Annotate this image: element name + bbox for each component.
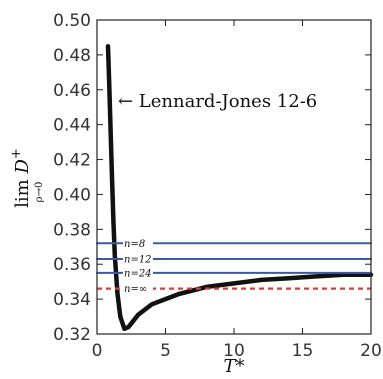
y-label-var: D: [12, 159, 33, 180]
y-tick-label: 0.36: [53, 255, 91, 275]
series-label: n=∞: [124, 284, 147, 295]
svg-text:lim D+: lim D+: [9, 148, 33, 208]
x-tick-label: 20: [360, 341, 382, 361]
series-label: n=8: [124, 239, 145, 250]
y-tick-label: 0.32: [53, 325, 91, 345]
tick-layer: 0 5 10 15 20 0.32 0.34 0.36 0.38 0.40 0.42 0.44 0.46…: [53, 11, 382, 361]
series-layer: n=8 n=12 n=24 n=∞: [96, 43, 374, 332]
y-tick-label: 0.48: [53, 46, 91, 66]
series-label: n=12: [124, 254, 152, 265]
x-tick-label: 15: [292, 341, 314, 361]
y-label-lim: lim: [12, 179, 33, 208]
y-tick-label: 0.44: [53, 116, 91, 136]
series-label-bg: [123, 266, 153, 278]
x-tick-label: 0: [92, 341, 103, 361]
series-label-bg: [123, 237, 153, 249]
y-tick-label: 0.46: [53, 81, 91, 101]
series-label-bg: [123, 252, 153, 264]
y-axis-label: lim D+ ρ→0: [9, 148, 45, 208]
y-tick-label: 0.34: [53, 290, 91, 310]
y-tick-label: 0.38: [53, 220, 91, 240]
x-axis-label: T*: [223, 356, 244, 377]
y-label-sup: +: [9, 148, 24, 159]
y-tick-label: 0.40: [53, 185, 91, 205]
x-tick-label: 10: [223, 341, 245, 361]
curve-annotation: ← Lennard-Jones 12-6: [118, 91, 317, 112]
series-lj-curve: [105, 43, 374, 332]
x-tick-label: 5: [160, 341, 171, 361]
y-tick-label: 0.50: [53, 11, 91, 31]
series-label-bg: [123, 282, 153, 294]
y-tick-label: 0.42: [53, 151, 91, 171]
y-label-sub: ρ→0: [34, 182, 45, 203]
series-label: n=24: [124, 268, 152, 279]
